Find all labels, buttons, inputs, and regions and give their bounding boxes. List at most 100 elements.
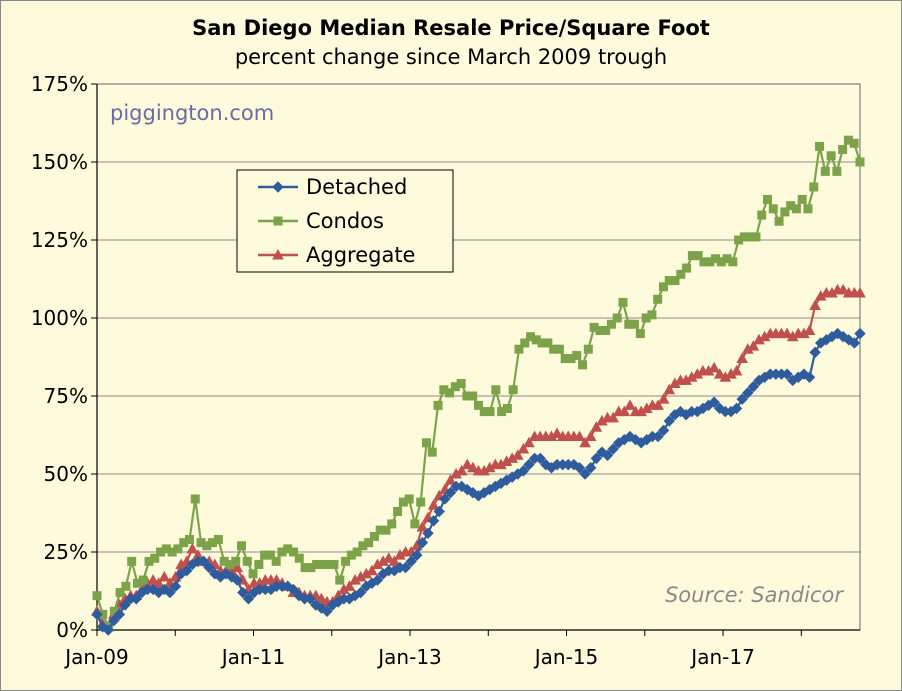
data-point-condos: [757, 210, 767, 220]
data-point-detached: [119, 599, 131, 611]
data-point-aggregate: [444, 474, 457, 485]
plot-area: [97, 84, 860, 630]
data-point-aggregate: [618, 405, 631, 417]
data-point-detached: [416, 536, 429, 549]
data-point-detached: [736, 393, 748, 405]
data-point-condos: [491, 385, 501, 395]
data-point-aggregate: [584, 430, 597, 442]
grid-layer: [97, 83, 860, 631]
data-point-condos: [248, 569, 258, 579]
data-point-condos: [780, 207, 790, 217]
data-point-condos: [751, 232, 761, 242]
data-point-condos: [601, 325, 611, 335]
y-tick-label: 0%: [56, 618, 88, 642]
y-tick-label: 175%: [31, 72, 88, 96]
data-point-condos: [127, 556, 137, 566]
data-point-detached: [169, 580, 182, 593]
data-point-condos: [768, 204, 778, 214]
data-point-condos: [265, 550, 275, 560]
data-point-condos: [289, 547, 299, 557]
data-point-condos: [231, 556, 241, 566]
data-point-detached: [657, 424, 670, 437]
series-condos: [92, 135, 865, 632]
data-point-condos: [647, 310, 657, 320]
data-point-detached: [590, 452, 603, 465]
y-tick-label: 125%: [31, 228, 88, 252]
data-point-condos: [693, 251, 703, 261]
data-point-condos: [815, 141, 825, 151]
data-point-aggregate: [461, 458, 474, 470]
data-point-aggregate: [158, 570, 171, 582]
data-point-aggregate: [624, 399, 636, 410]
data-point-detached: [422, 527, 434, 539]
data-point-condos: [138, 575, 148, 585]
data-point-aggregate: [663, 383, 676, 395]
y-tick-label: 25%: [44, 540, 88, 564]
data-point-detached: [427, 515, 440, 527]
data-point-condos: [653, 294, 663, 304]
data-point-detached: [781, 368, 793, 380]
data-point-aggregate: [517, 443, 530, 454]
data-point-condos: [190, 494, 200, 504]
chart-title: San Diego Median Resale Price/Square Foo…: [192, 16, 710, 40]
data-point-condos: [543, 338, 553, 348]
data-point-condos: [173, 544, 183, 554]
data-point-condos: [271, 556, 281, 566]
data-point-condos: [485, 407, 495, 417]
data-point-detached: [742, 387, 754, 399]
data-point-condos: [670, 276, 680, 286]
y-tick-label: 50%: [44, 462, 88, 486]
data-point-condos: [115, 588, 125, 598]
data-point-detached: [197, 555, 210, 568]
data-point-condos: [393, 506, 403, 516]
data-point-detached: [579, 468, 591, 480]
data-point-detached: [523, 458, 535, 471]
x-tick-label: Jan-11: [220, 645, 286, 669]
data-point-aggregate: [854, 287, 866, 298]
data-point-condos: [150, 553, 160, 563]
data-point-condos: [803, 204, 813, 214]
data-point-condos: [404, 494, 414, 504]
data-point-aggregate: [427, 499, 440, 510]
data-point-aggregate: [837, 283, 850, 295]
data-point-detached: [91, 608, 103, 621]
data-point-detached: [405, 555, 417, 568]
data-point-detached: [534, 452, 546, 465]
data-point-aggregate: [590, 421, 603, 432]
data-point-aggregate: [579, 436, 591, 448]
data-point-condos: [676, 269, 686, 279]
data-point-detached: [321, 605, 333, 617]
legend: Detached Condos Aggregate: [236, 169, 454, 273]
data-point-condos: [352, 547, 362, 557]
data-point-condos: [381, 525, 391, 535]
data-point-condos: [797, 194, 807, 204]
data-point-condos: [335, 575, 345, 585]
data-point-detached: [411, 549, 423, 561]
data-point-aggregate: [231, 561, 244, 573]
legend-marker-condos: [273, 216, 283, 226]
data-point-condos: [508, 385, 518, 395]
data-point-aggregate: [467, 461, 479, 473]
legend-items: Detached Condos Aggregate: [258, 175, 415, 267]
legend-marker-detached: [272, 181, 284, 193]
axis-layer: 0% 25% 50% 75% 100% 125% 150% 175% Jan-09 Jan-11 J…: [31, 72, 861, 669]
data-point-condos: [121, 581, 131, 591]
data-point-detached: [399, 561, 412, 574]
data-point-condos: [630, 319, 640, 329]
data-point-aggregate: [708, 361, 720, 373]
data-point-detached: [164, 586, 176, 599]
data-point-condos: [213, 535, 223, 545]
legend-label-detached: Detached: [306, 175, 407, 199]
data-point-condos: [514, 344, 524, 354]
data-point-condos: [92, 591, 102, 601]
data-point-detached: [652, 430, 664, 443]
data-point-condos: [832, 166, 842, 176]
legend-marker-aggregate: [272, 248, 284, 260]
data-point-condos: [820, 166, 830, 176]
data-point-condos: [728, 257, 738, 267]
data-point-detached: [231, 574, 243, 586]
data-point-condos: [612, 313, 622, 323]
data-point-condos: [774, 216, 784, 226]
data-point-aggregate: [573, 430, 586, 442]
data-point-detached: [517, 465, 530, 477]
